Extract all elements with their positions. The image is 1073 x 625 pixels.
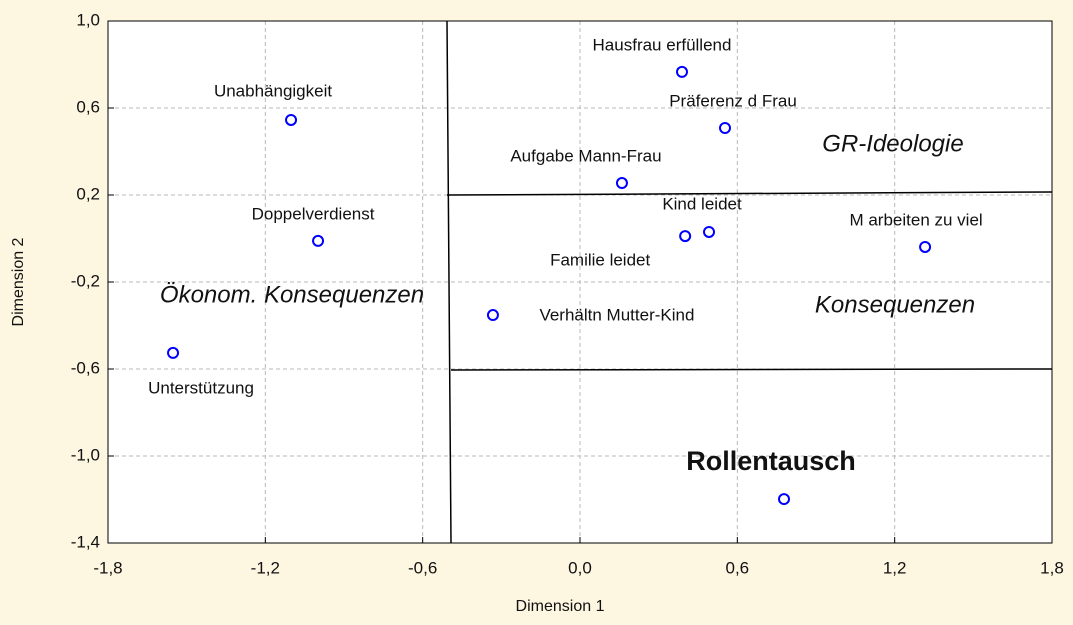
y-tick-label: -0,2 (71, 271, 100, 290)
point-label: Doppelverdienst (252, 204, 375, 223)
point-label: Aufgabe Mann-Frau (510, 147, 661, 166)
y-tick-label: 0,6 (76, 97, 100, 116)
x-axis-title: Dimension 1 (516, 598, 605, 615)
y-tick-label: -0,6 (71, 358, 100, 377)
divider (450, 368, 1053, 371)
point (719, 122, 732, 135)
x-tick-label: 0,6 (726, 558, 750, 577)
x-tick-label: 1,2 (883, 558, 907, 577)
x-tick-label: 0,0 (568, 558, 592, 577)
point-label: Hausfrau erfüllend (593, 35, 732, 54)
point (615, 177, 628, 190)
point (919, 240, 932, 253)
y-tick-label: -1,0 (71, 445, 100, 464)
x-tick-label: 1,8 (1040, 558, 1064, 577)
point (676, 65, 689, 78)
y-tick-label: 1,0 (76, 10, 100, 29)
region-label: Ökonom. Konsequenzen (160, 281, 424, 308)
point-label: Unabhängigkeit (214, 81, 332, 100)
y-axis-title: Dimension 2 (10, 237, 27, 326)
x-tick-label: -1,2 (251, 558, 280, 577)
point (486, 309, 499, 322)
x-tick-label: -1,8 (93, 558, 122, 577)
point-label: Familie leidet (550, 251, 650, 270)
region-label: GR-Ideologie (822, 130, 963, 157)
point (679, 230, 692, 243)
point-label: Verhältn Mutter-Kind (539, 306, 694, 325)
region-label: Konsequenzen (815, 291, 975, 318)
point (778, 493, 791, 506)
region-label: Rollentausch (686, 446, 856, 476)
point (703, 225, 716, 238)
point (312, 234, 325, 247)
point-label: Präferenz d Frau (669, 91, 797, 110)
point-label: Kind leidet (662, 194, 742, 213)
y-tick-label: -1,4 (71, 532, 100, 551)
point (285, 113, 298, 126)
x-tick-label: -0,6 (408, 558, 437, 577)
y-tick-label: 0,2 (76, 184, 100, 203)
point-label: M arbeiten zu viel (849, 210, 982, 229)
divider (446, 191, 1053, 196)
point (167, 346, 180, 359)
divider (446, 20, 452, 544)
point-label: Unterstützung (148, 378, 254, 397)
